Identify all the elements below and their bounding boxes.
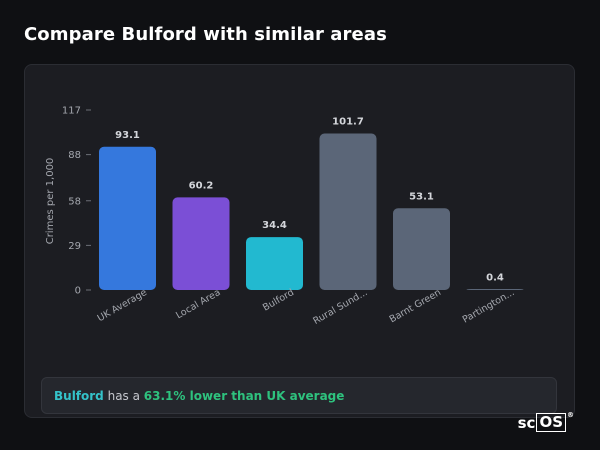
bar: [319, 133, 377, 290]
brand-logo: sc OS ®: [517, 410, 574, 432]
x-tick-label: Partington...: [461, 287, 517, 326]
page-title: Compare Bulford with similar areas: [24, 24, 387, 45]
y-tick-label: 58: [68, 196, 81, 207]
y-tick-label: 29: [68, 241, 81, 252]
callout-area-name: Bulford: [54, 388, 104, 403]
x-tick-label: Barnt Green: [388, 287, 443, 325]
y-tick-label: 117: [62, 106, 81, 117]
brand-registered-mark: ®: [567, 410, 574, 419]
comparison-callout: Bulford has a 63.1% lower than UK averag…: [41, 377, 557, 414]
x-tick-label: Bulford: [261, 287, 296, 314]
bars: 93.1 60.2 34.4 101.7 53.1 0.4: [99, 117, 524, 290]
bar-value-label: 34.4: [262, 220, 287, 231]
y-tick-label: 0: [75, 286, 81, 297]
bar-value-label: 93.1: [115, 130, 140, 141]
x-axis-labels: UK Average Local Area Bulford Rural Sund...…: [96, 287, 517, 327]
x-tick-label: UK Average: [96, 287, 149, 324]
bar: [246, 237, 303, 290]
y-tick-label: 88: [68, 150, 81, 161]
bar: [99, 146, 156, 290]
brand-box: OS: [536, 413, 566, 432]
y-axis: 0 29 58 88 117: [62, 106, 91, 297]
bar: [393, 208, 450, 290]
bar-value-label: 101.7: [332, 117, 364, 128]
bar: [466, 289, 524, 290]
x-tick-label: Local Area: [174, 287, 222, 321]
callout-stat: 63.1% lower than UK average: [143, 388, 345, 403]
brand-prefix: sc: [517, 413, 536, 432]
bar-value-label: 60.2: [189, 180, 214, 191]
bar-value-label: 0.4: [486, 272, 504, 283]
y-axis-label: Crimes per 1,000: [45, 158, 56, 245]
bar: [172, 197, 230, 290]
x-tick-label: Rural Sund...: [311, 287, 369, 327]
bar-value-label: 53.1: [409, 191, 434, 202]
callout-text: has a: [103, 388, 144, 403]
